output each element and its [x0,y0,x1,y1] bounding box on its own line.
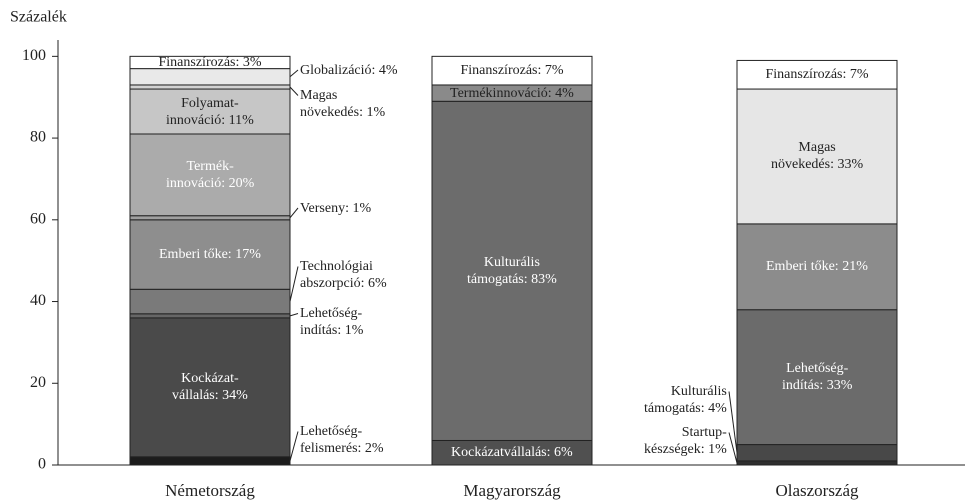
data-label: Finanszírozás: 7% [460,63,564,79]
bar-segment [431,55,593,86]
bar-segment [431,100,593,441]
bar-segment [431,439,593,466]
leader-line [728,432,738,464]
data-label: Termékinnováció: 4% [450,85,574,101]
bar-segment [736,59,898,90]
data-label: Magas növekedés: 1% [300,88,386,120]
y-tick-label: 40 [30,292,46,309]
data-label: Finanszírozás: 3% [158,54,262,70]
bar-segment [736,309,898,446]
leader-line [289,431,299,462]
leader-line [289,266,299,302]
data-label: Lehetőség- indítás: 33% [782,361,853,394]
y-tick-label: 80 [30,129,46,146]
leader-line [289,313,299,317]
data-label: Finanszírozás: 7% [765,67,869,83]
bar-segment [129,456,291,466]
leader-line [728,391,738,453]
x-tick-label: Magyarország [463,481,561,500]
data-label: Kockázat- vállalás: 34% [172,371,248,404]
bar-segment [736,444,898,462]
data-label: Kulturális támogatás: 83% [467,254,557,287]
data-label: Verseny: 1% [300,200,372,216]
y-tick-label: 20 [30,374,46,391]
bar-segment [129,288,291,315]
y-tick-label: 0 [38,456,46,473]
data-label: Lehetőség- indítás: 1% [300,306,364,338]
bar-segment [736,460,898,466]
bar-segment [129,317,291,458]
data-label: Magas növekedés: 33% [771,140,864,173]
data-label: Termék- innováció: 20% [166,158,255,191]
data-label: Globalizáció: 4% [300,62,398,78]
data-label: Startup- készségek: 1% [644,425,727,457]
data-label: Kockázatvállalás: 6% [451,445,573,461]
data-label: Emberi tőke: 17% [159,247,261,263]
data-label: Lehetőség- felismerés: 2% [300,424,384,456]
bar-segment [129,88,291,135]
x-tick-label: Németország [165,481,255,500]
bar-segment [736,223,898,311]
x-tick-label: Olaszország [775,481,859,500]
y-tick-label: 60 [30,210,46,227]
bar-segment [129,313,291,319]
leader-line [289,86,299,96]
bar-segment [129,133,291,217]
bar-segment [129,84,291,90]
leader-line [289,69,299,78]
data-label: Technológiai abszorpció: 6% [300,259,387,291]
bar-segment [736,88,898,225]
y-axis-label: Százalék [10,9,67,26]
bar-segment [129,215,291,221]
bar-segment [129,55,291,70]
bar-segment [129,68,291,86]
bar-segment [129,219,291,290]
y-tick-label: 100 [22,47,46,64]
leader-line [289,207,299,219]
data-label: Emberi tőke: 21% [766,259,868,275]
data-label: Kulturális támogatás: 4% [644,384,727,416]
data-label: Folyamat- innováció: 11% [166,95,254,128]
